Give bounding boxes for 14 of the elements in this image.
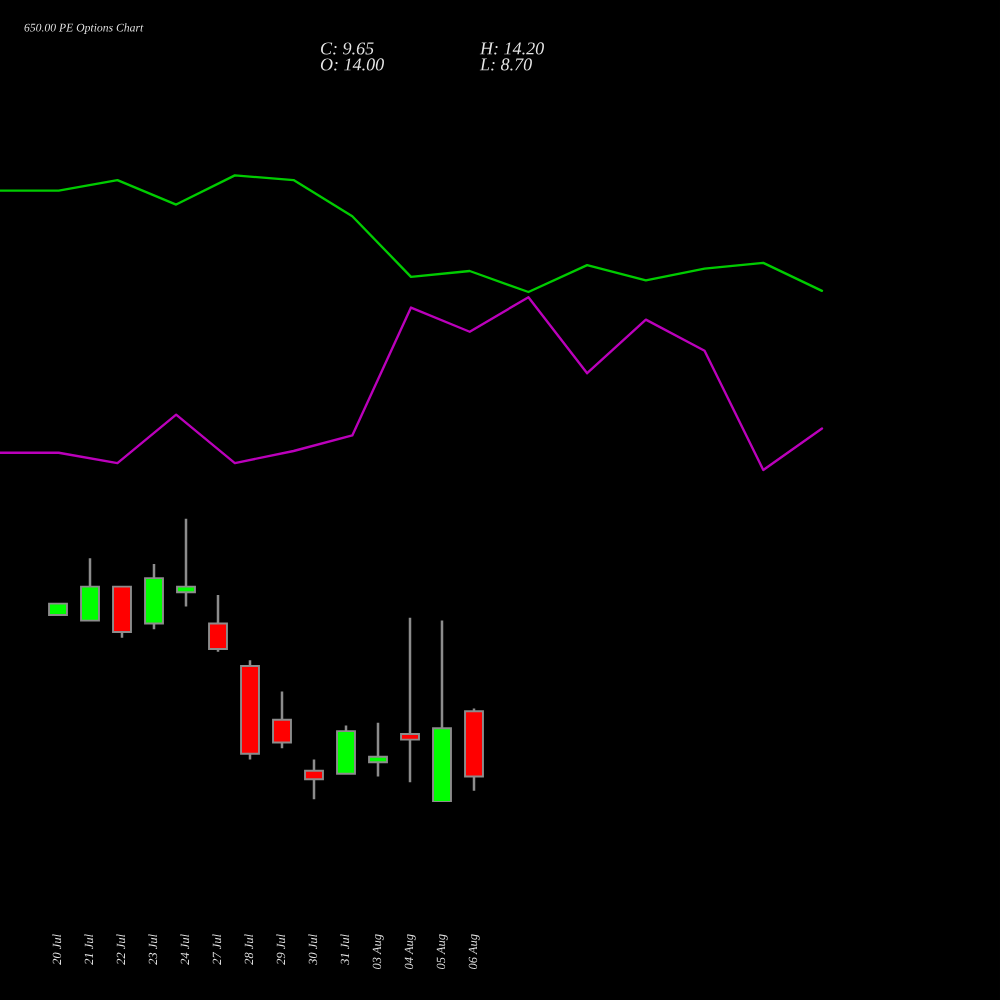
candlestick: [80, 557, 100, 622]
candlestick: [304, 758, 324, 801]
text: H: 14.20: [479, 42, 544, 55]
text: L: 8.70: [479, 58, 532, 71]
candlestick: [400, 616, 420, 784]
candlestick: [144, 562, 164, 631]
candlestick: [112, 585, 132, 639]
candlestick: [336, 724, 356, 775]
text: O: 14.00: [320, 58, 384, 71]
candlestick: [208, 593, 228, 654]
candlestick: [272, 690, 292, 750]
candlestick: [368, 721, 388, 778]
candlestick: [176, 518, 196, 608]
text: C: 9.65: [321, 42, 374, 55]
